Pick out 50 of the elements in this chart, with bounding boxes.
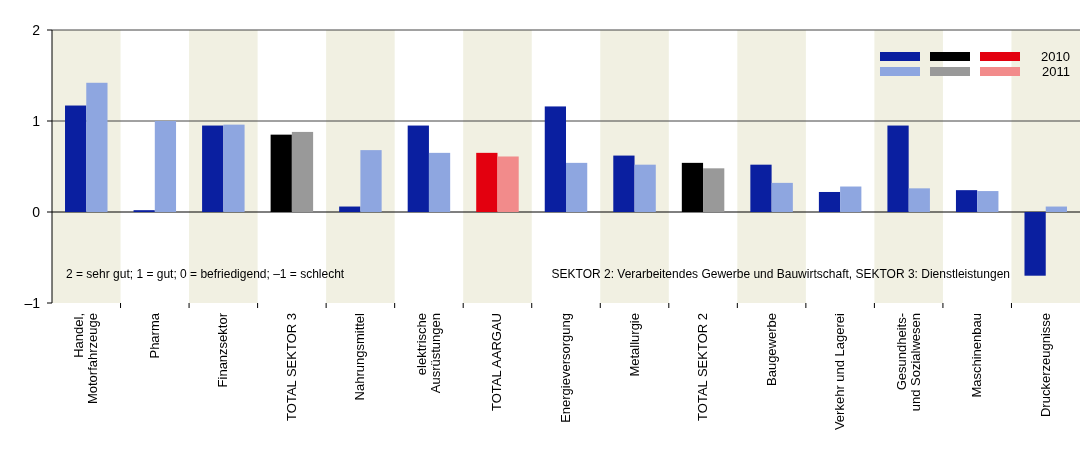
annotation: 2 = sehr gut; 1 = gut; 0 = befriedigend; –1 = schlecht (66, 266, 345, 281)
bar (1045, 206, 1067, 212)
bar (703, 168, 725, 212)
bar (977, 191, 999, 212)
bar (428, 152, 451, 212)
bar (613, 155, 635, 212)
annotation: SEKTOR 2: Verarbeitendes Gewerbe und Bauwirtschaft, SEKTOR 3: Dienstleistungen (551, 266, 1010, 281)
bar (566, 162, 588, 212)
x-tick-label: Verkehr und Lagerei (832, 312, 848, 431)
bar (86, 82, 108, 212)
x-tick-label: Metallurgie (626, 313, 642, 377)
bar (154, 121, 177, 212)
bar (291, 131, 314, 212)
bar (634, 164, 656, 212)
bar (360, 150, 382, 212)
bar (339, 206, 361, 212)
x-tick-label: Maschinenbau (969, 313, 985, 398)
bar (840, 186, 862, 212)
bar (476, 152, 498, 212)
bar (818, 191, 841, 212)
bar (65, 105, 87, 212)
bar (407, 125, 429, 212)
bar (544, 106, 566, 212)
bar (955, 190, 978, 212)
y-tick-label: –1 (24, 294, 41, 311)
x-tick-label: TOTAL SEKTOR 2 (695, 313, 711, 421)
x-tick-label: Druckerzeugnisse (1037, 313, 1053, 418)
bar (771, 182, 793, 212)
x-tick-label: Energieversorgung (558, 313, 573, 423)
y-tick-label: 2 (32, 21, 41, 38)
x-tick-label: Handel, Motorfahrzeuge (71, 313, 101, 405)
x-tick-label: Pharma (146, 312, 162, 359)
x-tick-label: Gesundheits- und Sozialwesen (893, 313, 923, 412)
x-tick-label: TOTAL AARGAU (489, 313, 505, 412)
bar (202, 125, 224, 212)
x-tick-label: elektrische Ausrüstungen (413, 313, 443, 394)
legend-label: 2011 (1042, 64, 1070, 79)
y-tick-label: 1 (32, 112, 41, 129)
bar (1024, 212, 1046, 276)
bar (887, 125, 909, 212)
bar (223, 124, 245, 212)
x-tick-label: Finanzsektor (215, 312, 231, 388)
bar (908, 188, 930, 212)
bar (497, 156, 519, 212)
x-tick-label: TOTAL SEKTOR 3 (283, 313, 299, 421)
x-tick-label: Baugewerbe (763, 313, 779, 386)
bar (750, 164, 772, 212)
y-tick-label: 0 (32, 203, 41, 220)
x-tick-label: Nahrungsmittel (352, 312, 368, 401)
legend-label: 2010 (1041, 49, 1070, 64)
